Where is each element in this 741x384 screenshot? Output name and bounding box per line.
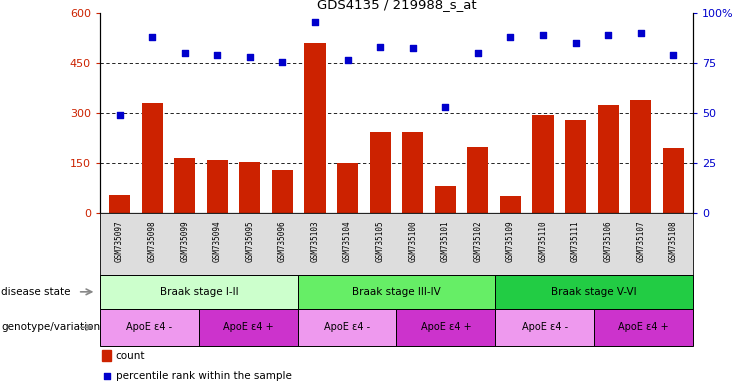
Text: Braak stage I-II: Braak stage I-II	[159, 287, 238, 297]
Bar	[495, 309, 594, 346]
Bar	[402, 132, 423, 213]
Bar	[100, 275, 298, 309]
Text: GSM735108: GSM735108	[669, 220, 678, 262]
Text: GSM735104: GSM735104	[343, 220, 352, 262]
Bar	[435, 187, 456, 213]
Point	[537, 32, 549, 38]
Text: GSM735107: GSM735107	[637, 220, 645, 262]
Text: ApoE ε4 +: ApoE ε4 +	[618, 322, 668, 333]
Point	[101, 372, 113, 379]
Bar	[174, 158, 196, 213]
Text: ApoE ε4 -: ApoE ε4 -	[324, 322, 370, 333]
Point	[570, 40, 582, 46]
Text: GSM735097: GSM735097	[115, 220, 124, 262]
Bar	[565, 120, 586, 213]
Text: GSM735095: GSM735095	[245, 220, 254, 262]
Text: count: count	[116, 351, 145, 361]
Text: ApoE ε4 +: ApoE ε4 +	[421, 322, 471, 333]
Text: GSM735111: GSM735111	[571, 220, 580, 262]
Text: GSM735105: GSM735105	[376, 220, 385, 262]
Text: GSM735094: GSM735094	[213, 220, 222, 262]
Bar	[109, 195, 130, 213]
Bar	[298, 309, 396, 346]
Bar	[298, 275, 495, 309]
Bar	[630, 100, 651, 213]
Text: GSM735100: GSM735100	[408, 220, 417, 262]
Title: GDS4135 / 219988_s_at: GDS4135 / 219988_s_at	[316, 0, 476, 11]
Point	[179, 50, 190, 56]
Text: GSM735101: GSM735101	[441, 220, 450, 262]
Point	[146, 34, 158, 40]
Point	[505, 34, 516, 40]
Point	[113, 112, 125, 118]
Bar	[370, 132, 391, 213]
Text: disease state: disease state	[1, 287, 71, 297]
Bar	[199, 309, 298, 346]
Bar	[597, 105, 619, 213]
Point	[635, 30, 647, 36]
Bar	[396, 309, 495, 346]
Text: percentile rank within the sample: percentile rank within the sample	[116, 371, 291, 381]
Text: GSM735098: GSM735098	[147, 220, 156, 262]
Point	[211, 52, 223, 58]
Point	[439, 104, 451, 110]
Bar	[272, 170, 293, 213]
Bar	[662, 148, 684, 213]
Text: ApoE ε4 -: ApoE ε4 -	[522, 322, 568, 333]
Bar	[100, 309, 199, 346]
Bar	[533, 115, 554, 213]
Point	[602, 32, 614, 38]
Bar	[305, 43, 325, 213]
Text: Braak stage III-IV: Braak stage III-IV	[352, 287, 441, 297]
Point	[407, 45, 419, 51]
Text: GSM735096: GSM735096	[278, 220, 287, 262]
Text: GSM735110: GSM735110	[539, 220, 548, 262]
Point	[472, 50, 484, 56]
Text: GSM735103: GSM735103	[310, 220, 319, 262]
Text: GSM735099: GSM735099	[180, 220, 189, 262]
Point	[309, 19, 321, 25]
Bar	[207, 160, 228, 213]
Bar	[142, 103, 163, 213]
Text: Braak stage V-VI: Braak stage V-VI	[551, 287, 637, 297]
Point	[374, 44, 386, 50]
Text: genotype/variation: genotype/variation	[1, 322, 101, 333]
Bar	[500, 197, 521, 213]
Point	[668, 52, 679, 58]
Point	[244, 54, 256, 60]
Text: GSM735109: GSM735109	[506, 220, 515, 262]
Bar	[239, 162, 260, 213]
Bar	[102, 350, 111, 361]
Point	[276, 59, 288, 65]
Bar	[594, 309, 693, 346]
Point	[342, 57, 353, 63]
Bar	[337, 163, 358, 213]
Text: GSM735106: GSM735106	[604, 220, 613, 262]
Bar	[495, 275, 693, 309]
Text: ApoE ε4 +: ApoE ε4 +	[223, 322, 273, 333]
Bar	[468, 147, 488, 213]
Text: ApoE ε4 -: ApoE ε4 -	[127, 322, 173, 333]
Text: GSM735102: GSM735102	[473, 220, 482, 262]
